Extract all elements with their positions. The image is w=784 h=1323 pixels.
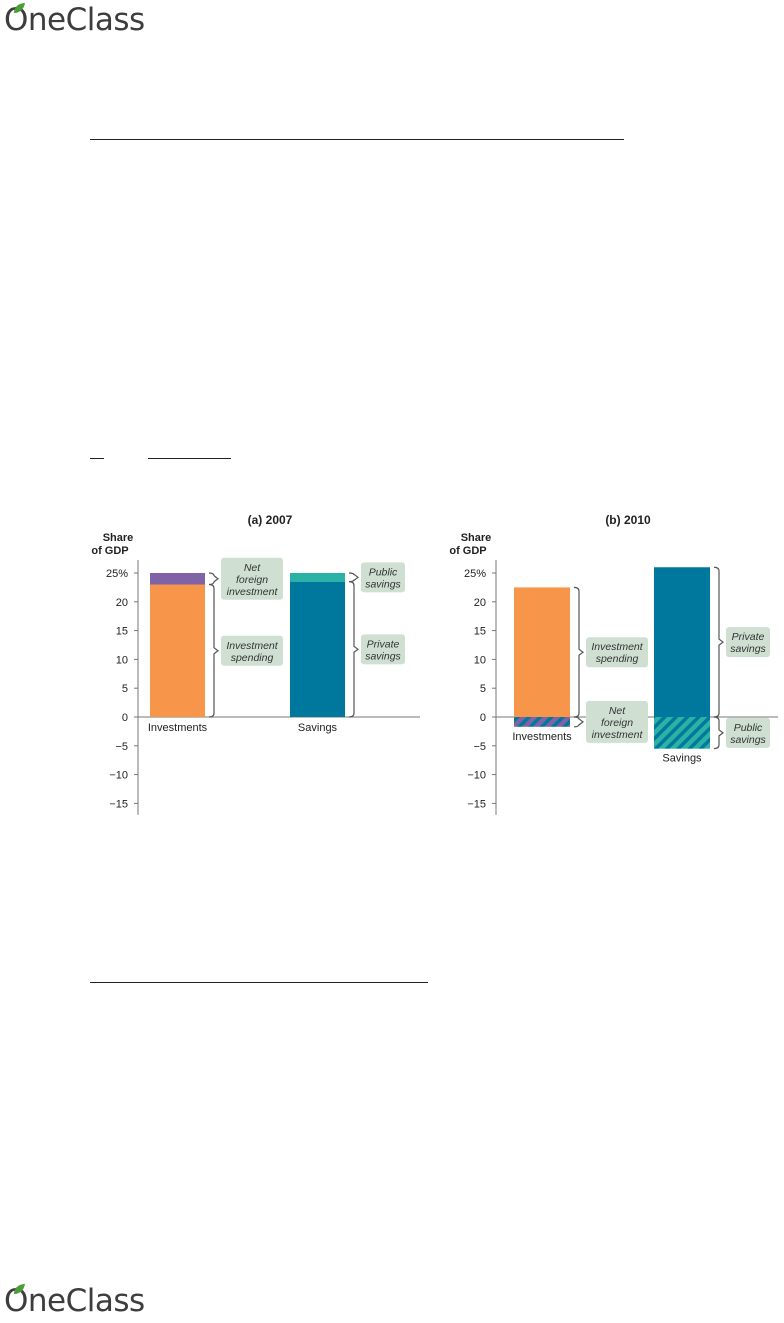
y-tick-label: −10 (109, 770, 128, 782)
public-savings-bar (290, 573, 345, 582)
annotation-box (726, 627, 770, 658)
annotation-box (586, 700, 648, 743)
annotation-box (221, 635, 283, 666)
y-tick-label: −5 (473, 741, 486, 753)
y-tick-label: 5 (122, 683, 128, 695)
chart-title: (b) 2010 (605, 513, 651, 527)
brace-marker (573, 586, 584, 718)
annotation-label: Private (367, 638, 400, 650)
divider-line-3 (90, 982, 428, 983)
category-label: Investments (148, 722, 208, 734)
y-tick-label: −5 (115, 741, 128, 753)
brace-marker (713, 566, 724, 718)
brace-marker (348, 581, 359, 718)
y-tick-label: 5 (480, 683, 486, 695)
chart-title: (a) 2007 (248, 513, 293, 527)
y-axis-label-line2: of GDP (449, 545, 486, 557)
category-label: Investments (512, 731, 572, 743)
annotation-label: Net (609, 705, 626, 717)
annotation-label: spending (231, 652, 274, 664)
investment-spending-bar (150, 584, 205, 717)
brace-marker (713, 716, 724, 750)
annotation-label: savings (365, 650, 401, 662)
annotation-label: investment (592, 729, 644, 741)
brace-marker (208, 583, 219, 718)
annotation-label: foreign (236, 574, 268, 586)
public-savings-bar (654, 717, 710, 749)
annotation-box (586, 637, 648, 668)
y-axis-label-line2: of GDP (91, 545, 128, 557)
net-foreign-investment-bar (150, 573, 205, 585)
y-tick-label: 25% (106, 568, 128, 580)
private-savings-bar (290, 581, 345, 717)
annotation-box (221, 557, 283, 600)
investment-spending-bar (514, 587, 570, 717)
annotation-label: savings (730, 734, 766, 746)
y-tick-label: 15 (474, 626, 486, 638)
y-tick-label: 20 (474, 597, 486, 609)
net-foreign-investment-bar (514, 717, 570, 727)
private-savings-bar (654, 567, 710, 717)
annotation-label: Net (244, 562, 261, 574)
divider-line-2a (90, 458, 104, 459)
annotation-box (726, 717, 770, 748)
y-tick-label: 25% (464, 568, 486, 580)
category-label: Savings (298, 722, 338, 734)
y-tick-label: −15 (467, 798, 486, 810)
annotation-box (361, 562, 405, 593)
annotation-label: Investment (591, 641, 643, 653)
brace-marker (348, 572, 359, 583)
logo-text: OneClass (4, 1283, 145, 1319)
y-tick-label: 10 (474, 654, 486, 666)
annotation-label: savings (365, 578, 401, 590)
y-tick-label: 0 (480, 712, 486, 724)
annotation-box (361, 634, 405, 665)
y-tick-label: 10 (116, 654, 128, 666)
y-axis-label-line1: Share (461, 532, 492, 544)
divider-line-2b (148, 458, 231, 459)
leaf-icon (14, 3, 25, 13)
leaf-icon (14, 1284, 25, 1294)
annotation-label: spending (596, 653, 639, 665)
annotation-label: Investment (226, 640, 278, 652)
annotation-label: Private (732, 631, 765, 643)
annotation-label: savings (730, 643, 766, 655)
oneclass-logo-top: OneClass (0, 2, 170, 42)
leaf-shape (14, 3, 25, 13)
annotation-label: Public (734, 722, 763, 734)
y-tick-label: 15 (116, 626, 128, 638)
annotation-label: investment (227, 586, 279, 598)
y-axis-label-line1: Share (103, 532, 134, 544)
y-tick-label: −15 (109, 798, 128, 810)
y-tick-label: 0 (122, 712, 128, 724)
brace-marker (573, 716, 584, 728)
y-tick-label: −10 (467, 770, 486, 782)
brace-marker (208, 572, 219, 586)
annotation-label: Public (369, 566, 398, 578)
y-tick-label: 20 (116, 597, 128, 609)
divider-line-1 (90, 139, 624, 140)
annotation-label: foreign (601, 717, 633, 729)
logo-text: OneClass (4, 2, 145, 38)
category-label: Savings (662, 753, 702, 765)
leaf-shape (14, 1284, 25, 1294)
oneclass-logo-bottom: OneClass (0, 1283, 170, 1323)
